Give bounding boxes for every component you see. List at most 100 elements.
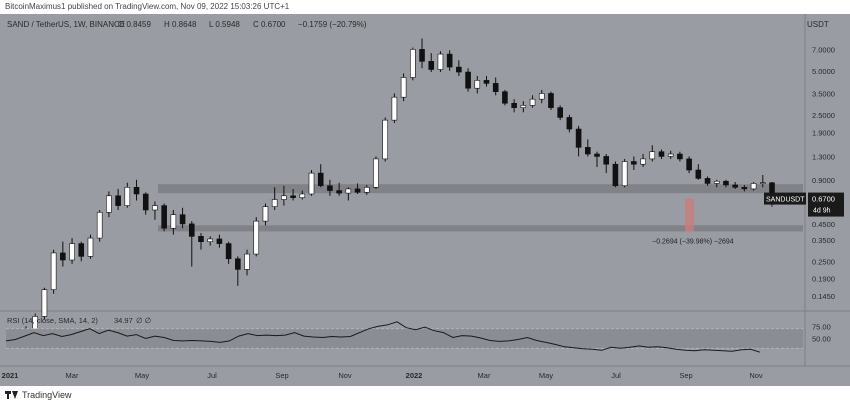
ohlc-change: −0.1759 (−20.79%): [298, 20, 367, 29]
candle-body-51: [483, 80, 490, 84]
rsi-pane: 75.00 50.00: [5, 321, 831, 353]
candle-body-41: [391, 96, 398, 121]
time-tick-6: Nov: [338, 371, 352, 380]
symbol-title: SAND / TetherUS, 1W, BINANCE: [7, 20, 125, 29]
candle-body-11: [115, 195, 121, 206]
candle-body-57: [538, 93, 545, 100]
price-axis: 7.0000 5.0000 3.5000 2.5000 1.9000 1.3000 0.90…: [764, 45, 844, 301]
time-tick-5: Sep: [275, 371, 288, 380]
time-tick-1: 2021: [2, 371, 19, 380]
candle-body-52: [492, 83, 499, 92]
candle-body-73: [686, 158, 692, 171]
candle-body-31: [299, 193, 306, 198]
current-price-value: 0.6700: [812, 195, 835, 204]
candle-body-75: [704, 178, 711, 184]
candle-body-17: [170, 214, 177, 229]
current-symbol-text: SANDUSDT: [766, 197, 805, 204]
candle-body-58: [548, 93, 554, 108]
candle-body-25: [244, 253, 250, 270]
candle-body-43: [410, 49, 416, 78]
measure-range-bar: [685, 198, 695, 232]
candle-body-33: [317, 172, 324, 187]
time-tick-3: May: [135, 371, 149, 380]
candle-body-39: [373, 158, 379, 188]
candle-body-20: [198, 236, 204, 243]
candle-body-9: [96, 211, 103, 239]
candle-body-45: [428, 61, 435, 70]
rsi-label: RSI (14, close, SMA, 14, 2): [7, 316, 98, 325]
ohlc-low: L 0.5948: [209, 20, 240, 29]
candle-body-14: [142, 193, 149, 211]
candle-body-72: [677, 153, 683, 160]
candle-body-12: [124, 187, 131, 206]
rsi-value: 34.97: [114, 316, 133, 325]
candle-body-81: [759, 182, 766, 185]
price-tick-13: 0.1450: [812, 292, 835, 301]
price-tick-1: 7.0000: [812, 45, 835, 54]
candle-body-70: [658, 151, 665, 157]
time-axis: 2021 Mar May Jul Sep Nov 2022 Mar May Jul Sep Nov: [2, 371, 763, 380]
price-tick-6: 1.3000: [812, 152, 835, 161]
candles: [23, 38, 775, 345]
candle-body-62: [585, 147, 591, 155]
price-tick-4: 2.5000: [812, 111, 835, 120]
candle-body-64: [603, 156, 610, 165]
candle-body-18: [179, 214, 186, 225]
candlestick-chart[interactable]: −0.2694 (−39.98%) −2694 7.0000 5.0000 3.50…: [0, 14, 850, 386]
candle-body-44: [419, 49, 425, 62]
candle-body-80: [750, 183, 757, 190]
time-tick-12: Nov: [749, 371, 763, 380]
brand-name: TradingView: [22, 389, 72, 400]
tradingview-logo-icon: [5, 390, 18, 399]
price-unit-label: USDT: [807, 20, 829, 29]
candle-body-71: [667, 153, 674, 157]
time-tick-9: May: [539, 371, 553, 380]
candle-body-77: [723, 180, 729, 186]
published-header: BitcoinMaximus1 published on TradingView…: [5, 2, 290, 11]
candle-body-23: [225, 243, 232, 260]
current-price-countdown: 4d 9h: [813, 208, 831, 215]
support-zone-2: [158, 225, 803, 232]
candle-body-46: [437, 53, 444, 70]
candle-body-65: [612, 163, 619, 187]
candle-body-28: [271, 199, 278, 207]
candle-body-24: [235, 258, 241, 270]
ohlc-open: O 0.8459: [118, 20, 151, 29]
price-tick-2: 5.0000: [812, 67, 835, 76]
candle-body-35: [336, 190, 342, 194]
candle-body-50: [474, 80, 481, 89]
time-tick-8: Mar: [478, 371, 491, 380]
chart-grid: [0, 14, 850, 367]
candle-body-26: [253, 220, 260, 255]
rsi-line: [5, 321, 761, 353]
rsi-band: [6, 328, 803, 349]
time-tick-11: Sep: [679, 371, 692, 380]
candle-body-42: [400, 77, 407, 98]
candle-body-66: [621, 161, 628, 187]
price-tick-5: 1.9000: [812, 128, 835, 137]
candle-body-47: [446, 53, 453, 68]
candle-body-54: [511, 102, 517, 108]
candle-body-16: [161, 205, 167, 229]
candle-body-61: [575, 128, 582, 148]
candle-body-15: [152, 205, 158, 211]
price-tick-7: 0.9000: [812, 176, 835, 185]
candle-body-27: [262, 206, 269, 222]
candle-body-68: [640, 158, 646, 165]
measure-label: −0.2694 (−39.98%) −2694: [652, 238, 734, 245]
support-zones: [158, 184, 803, 232]
chart-area[interactable]: −0.2694 (−39.98%) −2694 7.0000 5.0000 3.50…: [0, 14, 850, 386]
price-tick-9: 0.4500: [812, 220, 835, 229]
candle-body-49: [465, 71, 471, 89]
candle-body-5: [60, 252, 66, 261]
current-symbol-tag: [764, 192, 806, 205]
measure-tool: −0.2694 (−39.98%) −2694: [652, 198, 734, 245]
rsi-tick-2: 50.00: [812, 335, 831, 344]
candle-body-30: [290, 195, 296, 198]
candle-body-56: [529, 98, 536, 106]
time-tick-7: 2022: [406, 371, 423, 380]
candle-body-55: [520, 105, 527, 108]
candle-body-7: [78, 243, 85, 257]
candle-body-48: [456, 66, 462, 73]
candle-body-29: [281, 195, 287, 200]
